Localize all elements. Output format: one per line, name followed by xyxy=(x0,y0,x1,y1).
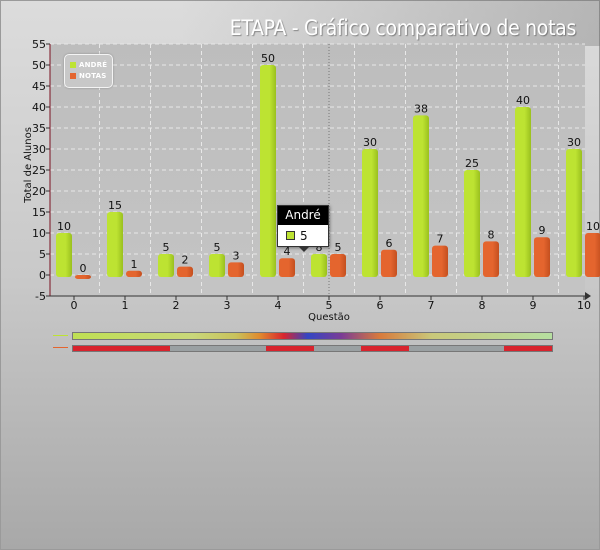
bar-andre xyxy=(56,233,72,277)
data-label: 5 xyxy=(163,241,170,254)
tooltip-body: 5 xyxy=(278,225,328,246)
data-label: 8 xyxy=(316,241,323,254)
bar-notas xyxy=(534,237,550,277)
bar-notas xyxy=(483,241,499,277)
x-tick-label: 10 xyxy=(577,299,591,312)
scroll-track-andre[interactable] xyxy=(72,332,553,340)
tooltip: André 5 xyxy=(277,205,329,252)
y-tick-label: 0 xyxy=(39,269,46,282)
x-tick-label: 5 xyxy=(326,299,333,312)
x-axis-arrow xyxy=(585,292,591,300)
data-label: 8 xyxy=(488,228,495,241)
x-tick-label: 0 xyxy=(71,299,78,312)
data-label: 50 xyxy=(261,52,275,65)
data-label: 30 xyxy=(363,136,377,149)
legend-swatch-andre xyxy=(70,62,76,68)
tooltip-swatch xyxy=(286,231,295,240)
data-label: 9 xyxy=(539,224,546,237)
data-label: 30 xyxy=(567,136,581,149)
legend-item-notas[interactable]: NOTAS xyxy=(70,71,107,81)
data-label: 10 xyxy=(57,220,71,233)
y-axis-title: Total de Alunos xyxy=(23,127,34,204)
y-tick-label: 10 xyxy=(32,227,46,240)
y-tick-label: -5 xyxy=(35,290,46,303)
x-tick-label: 1 xyxy=(122,299,129,312)
bar-notas xyxy=(585,233,600,277)
y-tick-label: 25 xyxy=(32,164,46,177)
bar-andre xyxy=(566,149,582,277)
bar-notas xyxy=(126,270,142,277)
data-label: 6 xyxy=(386,237,393,250)
bar-andre xyxy=(260,65,276,277)
y-tick-label: 35 xyxy=(32,122,46,135)
y-tick-label: 30 xyxy=(32,143,46,156)
bar-notas xyxy=(177,266,193,277)
scroll-line-andre xyxy=(53,335,68,336)
x-tick-label: 9 xyxy=(530,299,537,312)
chart-title: ETAPA - Gráfico comparativo de notas xyxy=(229,16,577,40)
data-label: 25 xyxy=(465,157,479,170)
scroll-segment xyxy=(504,346,552,351)
scroll-segment xyxy=(361,346,409,351)
y-tick-label: 15 xyxy=(32,206,46,219)
legend-label-notas: NOTAS xyxy=(79,72,107,80)
data-label: 2 xyxy=(182,254,189,267)
y-tick-label: 55 xyxy=(32,38,46,51)
x-tick-label: 4 xyxy=(275,299,282,312)
data-label: 15 xyxy=(108,199,122,212)
bar-notas xyxy=(330,254,346,277)
bar-notas xyxy=(279,258,295,277)
bar-andre xyxy=(311,254,327,277)
bar-andre xyxy=(464,170,480,277)
data-label: 0 xyxy=(80,262,87,275)
bar-notas xyxy=(381,249,397,277)
bar-notas xyxy=(432,245,448,277)
x-tick-label: 3 xyxy=(224,299,231,312)
data-label: 5 xyxy=(214,241,221,254)
bar-notas xyxy=(75,275,91,279)
bar-andre xyxy=(158,254,174,277)
bar-andre xyxy=(107,212,123,277)
bar-andre xyxy=(413,115,429,278)
scroll-segment xyxy=(73,346,170,351)
data-label: 7 xyxy=(437,233,444,246)
x-tick-label: 6 xyxy=(377,299,384,312)
scroll-line-notas xyxy=(53,347,68,348)
title-band xyxy=(0,0,600,46)
data-label: 3 xyxy=(233,249,240,262)
y-tick-label: 5 xyxy=(39,248,46,261)
y-tick-label: 20 xyxy=(32,185,46,198)
scroll-track-notas[interactable] xyxy=(72,345,553,352)
bar-andre xyxy=(362,149,378,277)
x-tick-label: 7 xyxy=(428,299,435,312)
bar-andre xyxy=(209,254,225,277)
bar-andre xyxy=(515,107,531,277)
legend-label-andre: ANDRÉ xyxy=(79,61,108,69)
tooltip-value: 5 xyxy=(300,228,308,243)
tooltip-tail xyxy=(298,246,310,252)
legend: ANDRÉ NOTAS xyxy=(64,54,113,88)
data-label: 5 xyxy=(335,241,342,254)
y-tick-label: 40 xyxy=(32,101,46,114)
bar-notas xyxy=(228,262,244,277)
tooltip-title: André xyxy=(278,206,328,225)
scroll-segment xyxy=(266,346,314,351)
data-label: 4 xyxy=(284,245,291,258)
legend-swatch-notas xyxy=(70,73,76,79)
x-axis-title: Questão xyxy=(308,312,350,323)
data-label: 1 xyxy=(131,258,138,271)
legend-item-andre[interactable]: ANDRÉ xyxy=(70,60,107,70)
data-label: 38 xyxy=(414,102,428,115)
x-tick-label: 2 xyxy=(173,299,180,312)
data-label: 10 xyxy=(586,220,600,233)
y-tick-label: 45 xyxy=(32,80,46,93)
y-tick-label: 50 xyxy=(32,59,46,72)
data-label: 40 xyxy=(516,94,530,107)
x-tick-label: 8 xyxy=(479,299,486,312)
